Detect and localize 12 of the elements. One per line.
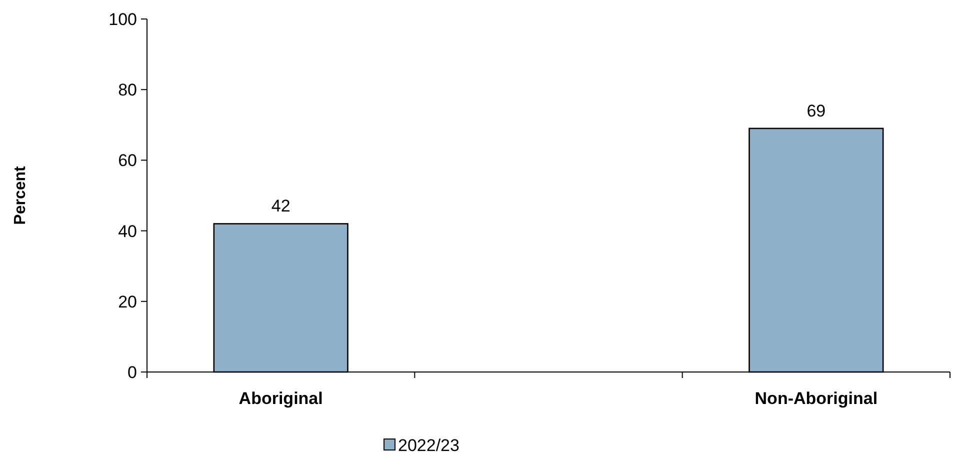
data-label: 69 bbox=[806, 101, 826, 120]
y-tick-label: 100 bbox=[108, 10, 137, 29]
y-tick-label: 80 bbox=[118, 80, 137, 100]
data-label: 42 bbox=[271, 196, 290, 216]
x-tick-label: Aboriginal bbox=[238, 389, 323, 408]
y-tick-label: 0 bbox=[128, 362, 137, 382]
y-axis-title: Percent bbox=[12, 165, 29, 225]
legend-label: 2022/23 bbox=[398, 436, 460, 455]
y-tick-label: 20 bbox=[118, 292, 137, 312]
y-tick-label: 40 bbox=[118, 222, 137, 241]
y-tick-label: 60 bbox=[118, 151, 137, 170]
x-tick-label: Non-Aboriginal bbox=[754, 389, 878, 408]
